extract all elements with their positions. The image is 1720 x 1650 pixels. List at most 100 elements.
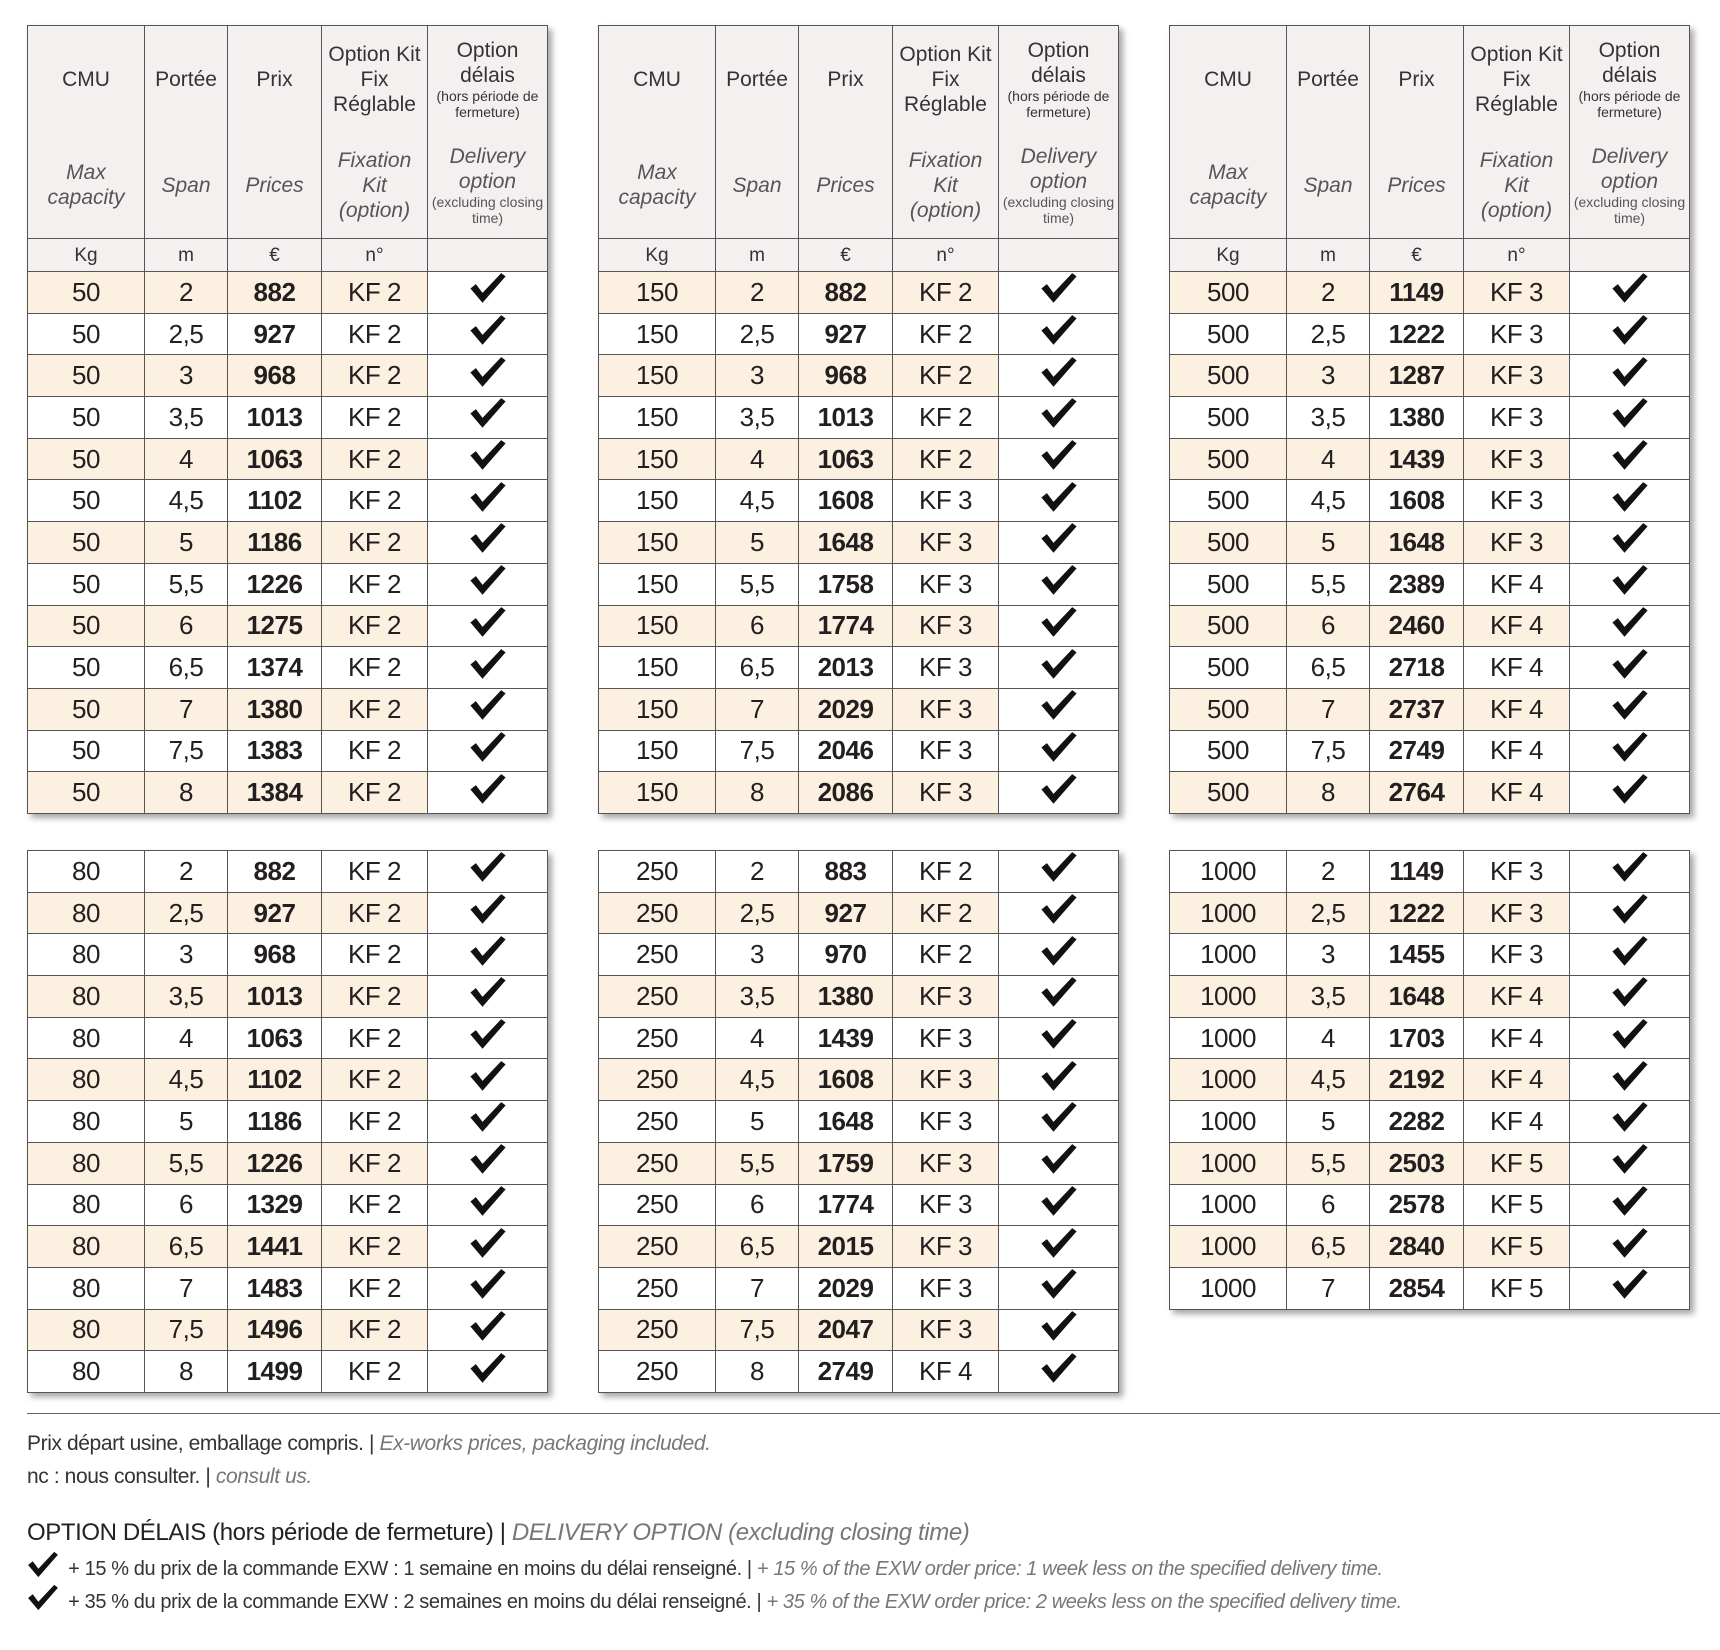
delivery-option-cell — [1569, 354, 1690, 398]
kit-cell: KF 4 — [1463, 1016, 1570, 1060]
capacity-cell: 150 — [598, 312, 716, 356]
checkmark-icon — [469, 440, 506, 470]
header-text: Prices — [1387, 173, 1446, 197]
span-cell: 4,5 — [1286, 479, 1370, 523]
header-text: Fixation Kit (option) — [1479, 148, 1554, 222]
header-row-en: Max capacity Span Prices Fixation Kit (opti… — [27, 132, 548, 239]
kit-cell: KF 3 — [1463, 850, 1570, 893]
delivery-option-cell — [1569, 1225, 1690, 1268]
checkmark-icon — [1040, 606, 1077, 637]
checkmark-icon — [469, 894, 506, 924]
unit-header: m — [144, 238, 228, 272]
table-row: 150 6 1774 KF 3 — [598, 604, 1119, 648]
capacity-cell: 1000 — [1169, 1100, 1287, 1143]
span-cell: 4,5 — [1286, 1058, 1370, 1102]
checkmark-icon — [1040, 1060, 1077, 1091]
checkmark-icon — [1611, 894, 1648, 924]
checkmark-icon — [1611, 356, 1648, 387]
checkmark-icon — [1611, 1227, 1648, 1258]
column-header-fr: Option Kit Fix Réglable — [321, 25, 428, 132]
table-row: 150 3 968 KF 2 — [598, 354, 1119, 398]
delivery-option-cell — [1569, 1266, 1690, 1310]
kit-cell: KF 3 — [1463, 933, 1570, 977]
span-cell: 7,5 — [715, 729, 799, 773]
unit-text: m — [1320, 244, 1336, 266]
checkmark-icon — [1611, 648, 1648, 679]
column-header-en: Delivery option (excluding closing time) — [427, 132, 548, 239]
table-row: 50 7,5 1383 KF 2 — [27, 729, 548, 773]
span-cell: 4,5 — [144, 479, 228, 523]
kit-cell: KF 3 — [892, 1266, 999, 1310]
table-row: 500 8 2764 KF 4 — [1169, 771, 1690, 814]
span-cell: 6 — [715, 1183, 799, 1227]
kit-cell: KF 2 — [321, 521, 428, 564]
kit-cell: KF 2 — [321, 479, 428, 523]
separator: | — [746, 1558, 752, 1580]
table-row: 250 7 2029 KF 3 — [598, 1266, 1119, 1310]
span-cell: 5,5 — [1286, 562, 1370, 606]
capacity-cell: 250 — [598, 1308, 716, 1352]
price-cell: 2737 — [1369, 687, 1464, 731]
checkmark-icon — [1040, 852, 1077, 883]
capacity-cell: 1000 — [1169, 891, 1287, 935]
checkmark-icon — [1611, 1102, 1648, 1133]
column-header-en: Span — [1286, 132, 1370, 239]
column-header-en: Max capacity — [598, 132, 716, 239]
checkmark-icon — [1040, 935, 1077, 966]
checkmark-icon — [1040, 1144, 1077, 1174]
delivery-option-cell — [1569, 1016, 1690, 1060]
delivery-option-cell — [998, 687, 1119, 731]
capacity-cell: 1000 — [1169, 1058, 1287, 1102]
price-cell: 1102 — [227, 479, 322, 523]
column-header-en: Fixation Kit (option) — [892, 132, 999, 239]
checkmark-icon — [469, 1269, 506, 1300]
price-cell: 1758 — [798, 562, 893, 606]
span-cell: 3 — [144, 354, 228, 398]
option-title: OPTION DÉLAIS (hors période de fermeture… — [27, 1519, 970, 1547]
delivery-option-cell — [427, 1225, 548, 1268]
delivery-option-cell — [1569, 729, 1690, 773]
span-cell: 4 — [1286, 437, 1370, 481]
table-row: 150 2,5 927 KF 2 — [598, 312, 1119, 356]
unit-text: Kg — [74, 244, 98, 266]
table-row: 500 5 1648 KF 3 — [1169, 521, 1690, 564]
table-row: 150 3,5 1013 KF 2 — [598, 396, 1119, 439]
table-row: 250 4,5 1608 KF 3 — [598, 1058, 1119, 1102]
kit-cell: KF 2 — [321, 437, 428, 481]
checkmark-icon — [469, 1227, 506, 1258]
capacity-cell: 500 — [1169, 437, 1287, 481]
table-row: 50 2 882 KF 2 — [27, 271, 548, 314]
price-cell: 1149 — [1369, 850, 1464, 893]
checkmark-icon — [1611, 565, 1648, 595]
capacity-cell: 250 — [598, 1141, 716, 1185]
checkmark-icon — [1611, 732, 1648, 762]
price-cell: 968 — [227, 933, 322, 977]
table-row: 150 2 882 KF 2 — [598, 271, 1119, 314]
table-row: 50 4 1063 KF 2 — [27, 437, 548, 481]
kit-cell: KF 3 — [892, 771, 999, 814]
header-row-en: Max capacity Span Prices Fixation Kit (opti… — [598, 132, 1119, 239]
column-header-fr: Option Kit Fix Réglable — [892, 25, 999, 132]
checkmark-icon — [469, 481, 506, 512]
capacity-cell: 80 — [27, 1350, 145, 1393]
capacity-cell: 500 — [1169, 396, 1287, 439]
kit-cell: KF 2 — [321, 1058, 428, 1102]
kit-cell: KF 2 — [321, 354, 428, 398]
checkmark-icon — [469, 1311, 506, 1341]
table-row: 50 5,5 1226 KF 2 — [27, 562, 548, 606]
footer-line: nc : nous consulter. | consult us. — [27, 1465, 312, 1489]
checkmark-icon — [1040, 1019, 1077, 1049]
span-cell: 7,5 — [144, 729, 228, 773]
kit-cell: KF 4 — [1463, 562, 1570, 606]
capacity-cell: 150 — [598, 562, 716, 606]
delivery-option-cell — [998, 437, 1119, 481]
kit-cell: KF 2 — [892, 312, 999, 356]
capacity-cell: 250 — [598, 1058, 716, 1102]
capacity-cell: 50 — [27, 354, 145, 398]
span-cell: 7 — [144, 687, 228, 731]
kit-cell: KF 5 — [1463, 1141, 1570, 1185]
header-text: Fixation Kit (option) — [337, 148, 412, 222]
table-row: 50 7 1380 KF 2 — [27, 687, 548, 731]
header-text: Option délais — [456, 39, 519, 87]
span-cell: 3,5 — [1286, 396, 1370, 439]
